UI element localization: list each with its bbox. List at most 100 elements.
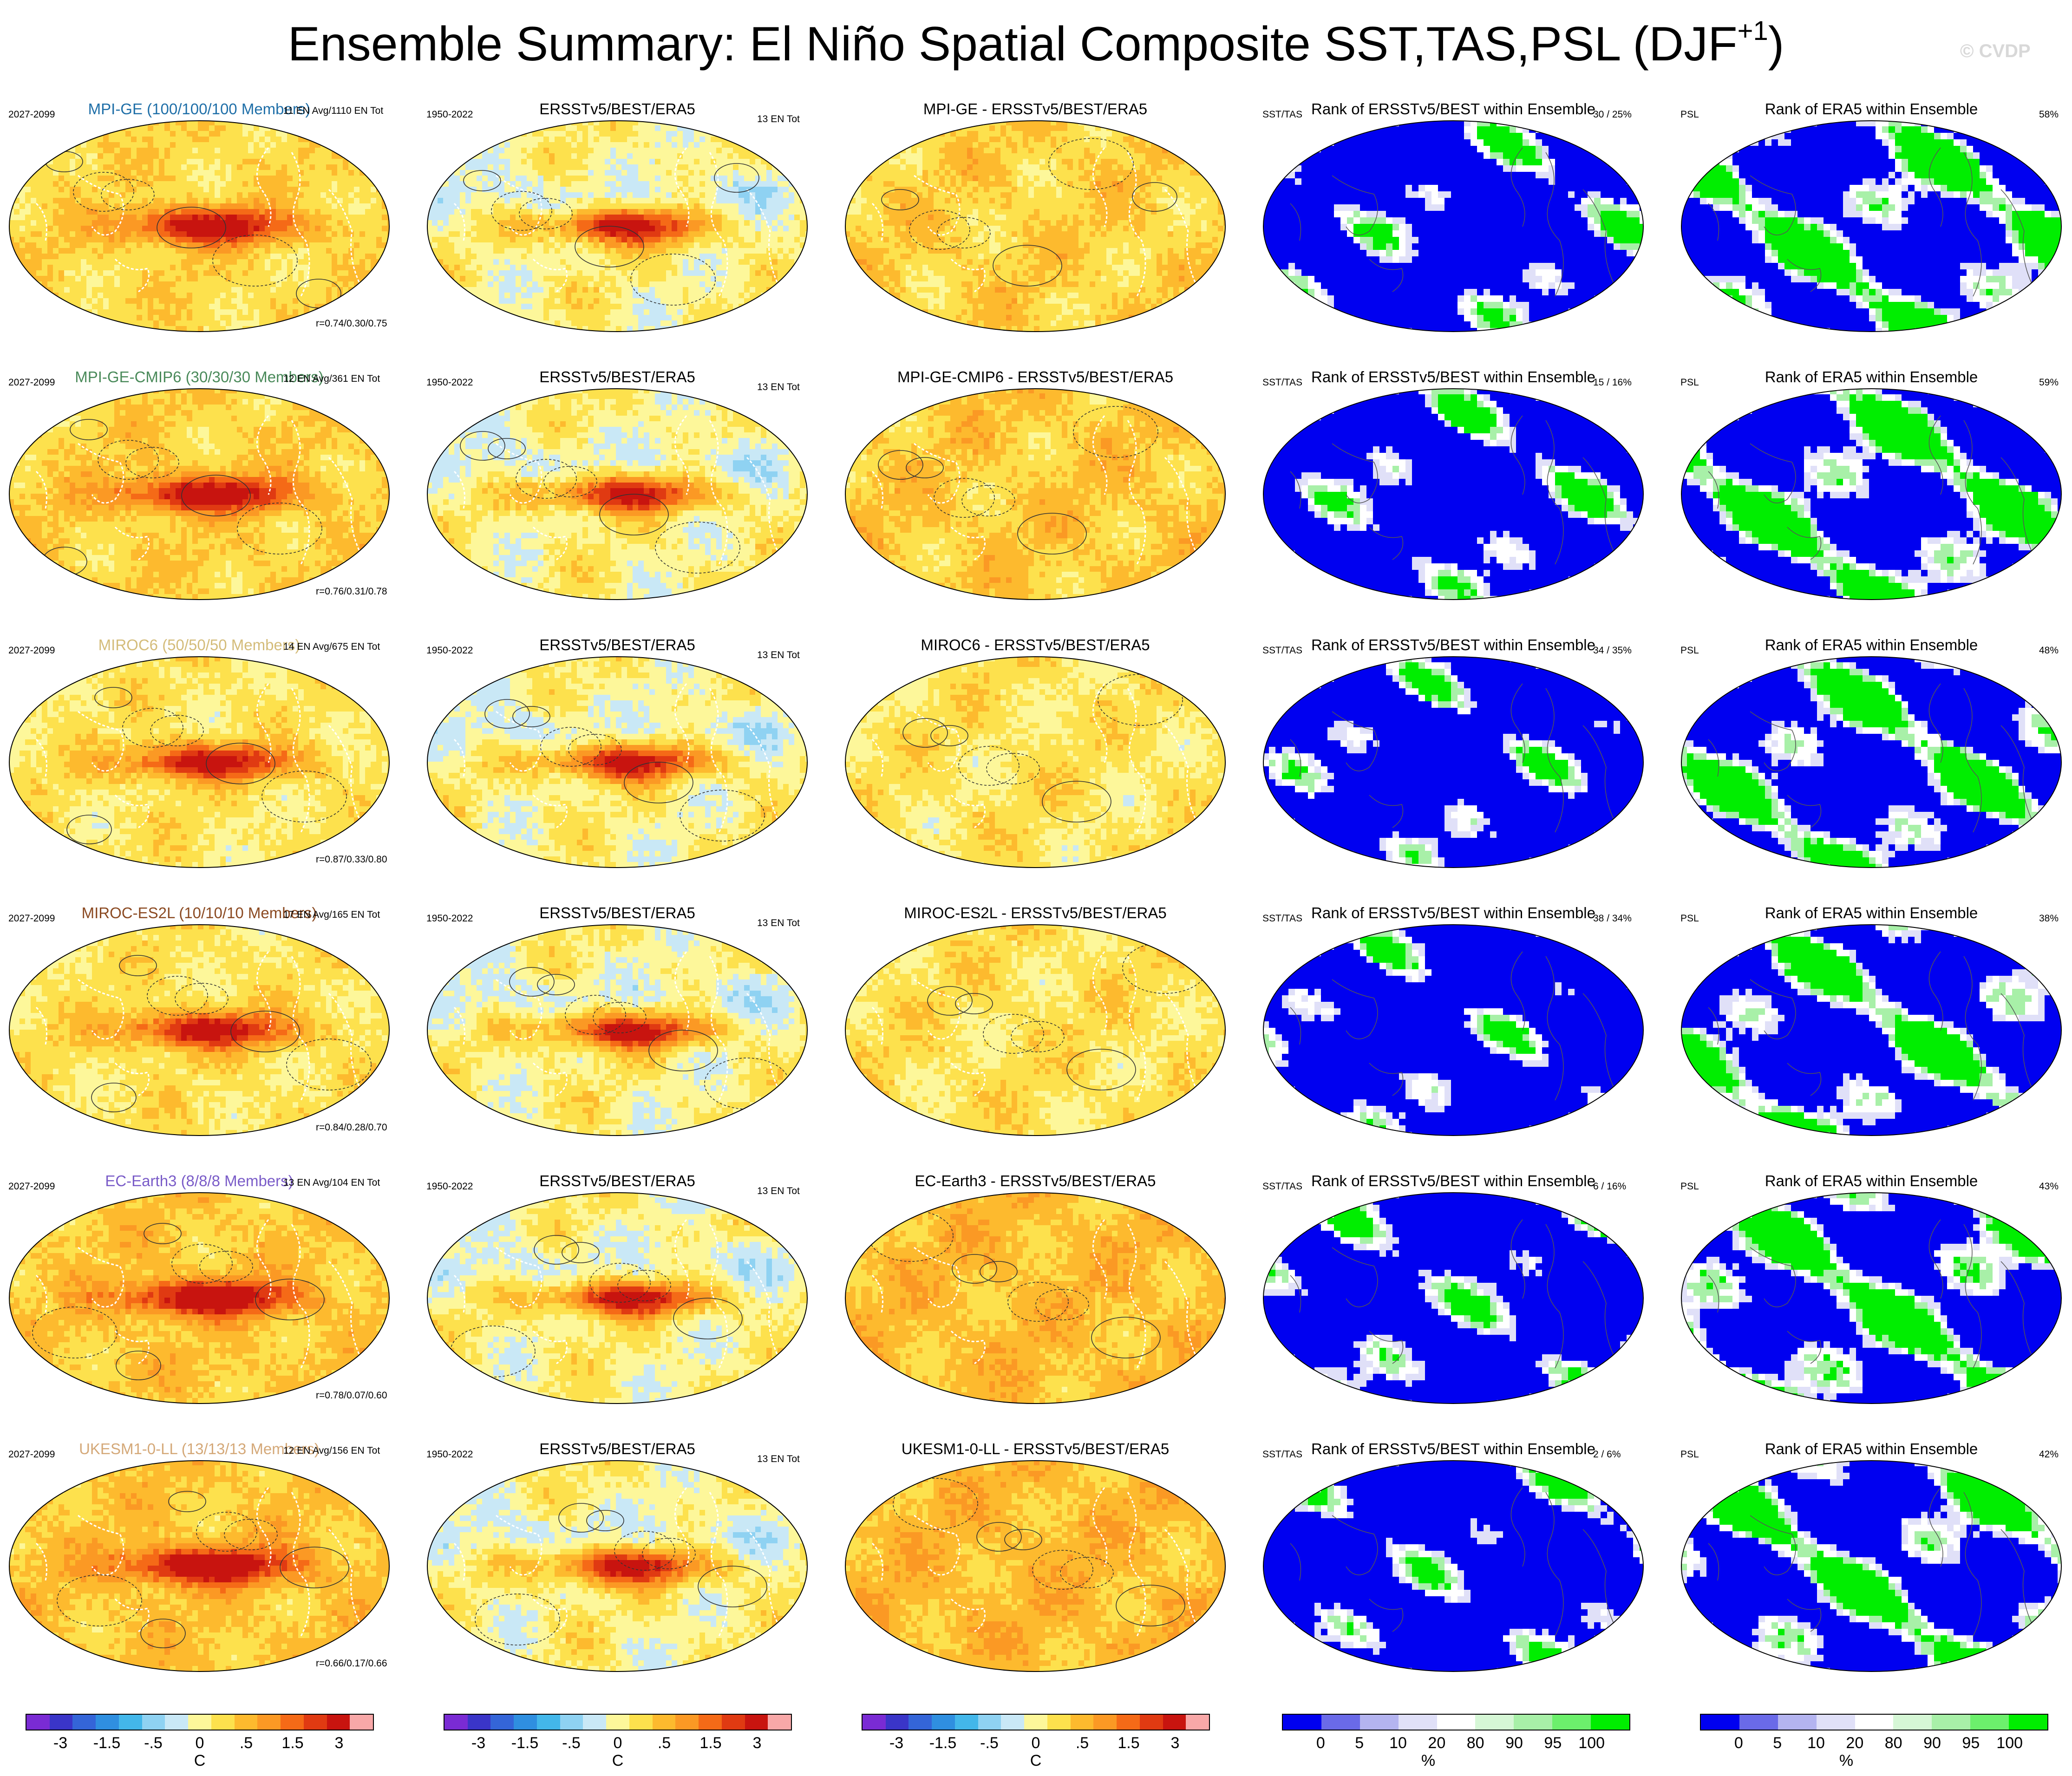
coastline <box>1290 739 1301 777</box>
coastline <box>950 1062 986 1097</box>
colorbar-swatch <box>303 1715 327 1730</box>
rank-sst-tas-variable: SST/TAS <box>1262 1450 1302 1459</box>
coastline <box>709 956 728 1101</box>
colorbar-tick-label: 1.5 <box>699 1734 721 1752</box>
coastline <box>1582 457 1616 555</box>
model-period: 2027-2099 <box>8 1450 55 1459</box>
psl-contour <box>655 522 740 574</box>
colorbar-swatch <box>72 1715 96 1730</box>
colorbar-swatch <box>1163 1715 1186 1730</box>
model-title: MIROC-ES2L (10/10/10 Members) <box>82 905 317 921</box>
colorbar-tick-label: -3 <box>889 1734 903 1752</box>
obs-period: 1950-2022 <box>426 378 473 387</box>
obs-title: ERSSTv5/BEST/ERA5 <box>539 1441 695 1456</box>
coastline <box>453 470 465 509</box>
diff-map <box>845 924 1226 1136</box>
coastline <box>1787 527 1822 560</box>
coastline <box>746 457 780 555</box>
obs-title: ERSSTv5/BEST/ERA5 <box>539 1173 695 1188</box>
map-field <box>9 1193 389 1404</box>
psl-contour <box>475 1593 560 1645</box>
coastline <box>256 683 272 763</box>
rank-psl-title: Rank of ERA5 within Ensemble <box>1765 637 1978 653</box>
colorbar-tick-label: .5 <box>240 1734 253 1752</box>
psl-contour <box>488 438 526 459</box>
map-field <box>1681 925 2061 1136</box>
coastline <box>1369 1063 1404 1096</box>
rank-sst-tas-variable: SST/TAS <box>1262 110 1302 119</box>
colorbar-swatch <box>257 1715 281 1730</box>
psl-contour <box>909 210 970 250</box>
model-period: 2027-2099 <box>8 110 55 119</box>
colorbar-swatch <box>699 1715 722 1730</box>
coastline <box>291 688 310 833</box>
coastline <box>1708 471 1719 509</box>
coastline <box>291 152 310 297</box>
coastline <box>291 956 310 1101</box>
coastline <box>78 711 124 772</box>
colorbar-swatch <box>745 1715 768 1730</box>
psl-contour <box>630 254 716 306</box>
colorbar-swatch <box>1139 1715 1163 1730</box>
rank-sst-tas-percent: 6 / 16% <box>1593 1182 1626 1191</box>
coastline <box>871 1274 883 1313</box>
rank-psl-percent: 42% <box>2039 1450 2059 1459</box>
psl-contour <box>878 450 923 480</box>
psl-contour <box>168 1491 206 1512</box>
coastline <box>1510 1219 1525 1299</box>
map-field <box>9 925 389 1136</box>
psl-contour <box>599 494 669 535</box>
obs-period: 1950-2022 <box>426 914 473 923</box>
colorbar-tick-label: 0 <box>614 1734 622 1752</box>
map-border <box>427 924 808 1136</box>
coastline <box>1787 1063 1822 1096</box>
diff-map <box>845 388 1226 600</box>
colorbar-temp: -3 -1.5 -.5 0 .5 1.5 3 C <box>26 1714 374 1769</box>
map-border <box>1681 924 2062 1136</box>
map-field <box>9 389 389 600</box>
colorbar-swatch <box>1970 1715 2009 1730</box>
model-map <box>9 924 390 1136</box>
coastline <box>1787 259 1822 292</box>
colorbar-tick-label: 3 <box>753 1734 762 1752</box>
coastline <box>746 1260 780 1359</box>
obs-en-counts: 13 EN Tot <box>757 1186 800 1196</box>
psl-contour <box>122 708 183 748</box>
psl-contour <box>1017 513 1087 555</box>
map-border <box>427 388 808 600</box>
colorbar-swatch <box>1475 1715 1514 1730</box>
map-border <box>427 1460 808 1672</box>
colorbar-swatch <box>188 1715 211 1730</box>
model-en-counts: 17 EN Avg/165 EN Tot <box>283 910 380 920</box>
obs-title: ERSSTv5/BEST/ERA5 <box>539 905 695 921</box>
coastline <box>871 1006 883 1045</box>
psl-contour <box>206 743 275 784</box>
colorbar-tick-label: -.5 <box>980 1734 999 1752</box>
psl-contour <box>714 163 759 193</box>
map-border <box>845 120 1226 332</box>
difference-title: MPI-GE - ERSSTv5/BEST/ERA5 <box>923 101 1147 117</box>
coastline <box>1164 1260 1198 1359</box>
model-title: MIROC6 (50/50/50 Members) <box>98 637 301 653</box>
colorbar-swatch <box>327 1715 350 1730</box>
psl-contour <box>673 1298 743 1339</box>
psl-contour <box>614 1531 675 1571</box>
map-field <box>1681 121 2061 332</box>
coastline <box>1092 1487 1108 1567</box>
rank2-map <box>1681 388 2062 600</box>
coastline <box>674 683 690 763</box>
coastline <box>328 457 362 555</box>
colorbar-swatch <box>1070 1715 1094 1730</box>
model-en-counts: 13 EN Avg/104 EN Tot <box>283 1178 380 1188</box>
psl-contour <box>930 725 968 746</box>
colorbar-temp: -3 -1.5 -.5 0 .5 1.5 3 C <box>862 1714 1210 1769</box>
colorbar-swatch <box>768 1715 791 1730</box>
rank-psl-variable: PSL <box>1680 1450 1699 1459</box>
psl-contour <box>1004 1529 1042 1550</box>
psl-contour <box>1007 1282 1069 1322</box>
obs-title: ERSSTv5/BEST/ERA5 <box>539 369 695 385</box>
coastline <box>291 420 310 565</box>
psl-contour <box>642 1538 696 1569</box>
colorbar-swatch <box>1117 1715 1140 1730</box>
psl-contour <box>157 207 226 248</box>
